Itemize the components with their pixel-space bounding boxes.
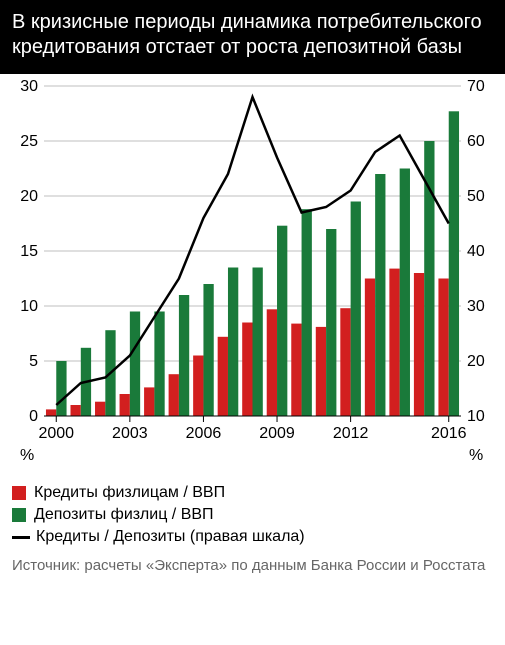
legend-label: Кредиты физлицам / ВВП <box>34 484 225 502</box>
source-text: Источник: расчеты «Эксперта» по данным Б… <box>0 554 505 576</box>
svg-text:10: 10 <box>467 408 485 425</box>
svg-text:10: 10 <box>20 298 38 315</box>
chart-area: 0 5 10 15 20 25 30 10 20 30 40 50 60 70 2000 2003 2006 20… <box>0 74 505 474</box>
swatch-ratio <box>12 536 30 539</box>
svg-text:2006: 2006 <box>186 425 222 442</box>
svg-text:2009: 2009 <box>259 425 295 442</box>
svg-text:%: % <box>469 447 483 464</box>
svg-text:2016: 2016 <box>431 425 467 442</box>
svg-text:30: 30 <box>20 78 38 95</box>
chart-title: В кризисные периоды динамика потребитель… <box>0 0 505 74</box>
legend-item-ratio: Кредиты / Депозиты (правая шкала) <box>12 528 493 546</box>
legend: Кредиты физлицам / ВВП Депозиты физлиц /… <box>0 474 505 554</box>
legend-item-credits: Кредиты физлицам / ВВП <box>12 484 493 502</box>
svg-text:2012: 2012 <box>333 425 369 442</box>
legend-item-deposits: Депозиты физлиц / ВВП <box>12 506 493 524</box>
svg-text:40: 40 <box>467 243 485 260</box>
svg-text:20: 20 <box>20 188 38 205</box>
svg-text:60: 60 <box>467 133 485 150</box>
svg-text:0: 0 <box>29 408 38 425</box>
svg-text:2003: 2003 <box>112 425 148 442</box>
legend-label: Депозиты физлиц / ВВП <box>34 506 214 524</box>
svg-text:70: 70 <box>467 78 485 95</box>
svg-text:30: 30 <box>467 298 485 315</box>
svg-text:5: 5 <box>29 353 38 370</box>
svg-text:%: % <box>20 447 34 464</box>
svg-text:50: 50 <box>467 188 485 205</box>
svg-text:2000: 2000 <box>38 425 74 442</box>
chart-svg: 0 5 10 15 20 25 30 10 20 30 40 50 60 70 2000 2003 2006 20… <box>0 74 505 474</box>
legend-label: Кредиты / Депозиты (правая шкала) <box>36 528 305 546</box>
svg-text:25: 25 <box>20 133 38 150</box>
svg-text:15: 15 <box>20 243 38 260</box>
svg-text:20: 20 <box>467 353 485 370</box>
swatch-credits <box>12 486 26 500</box>
swatch-deposits <box>12 508 26 522</box>
